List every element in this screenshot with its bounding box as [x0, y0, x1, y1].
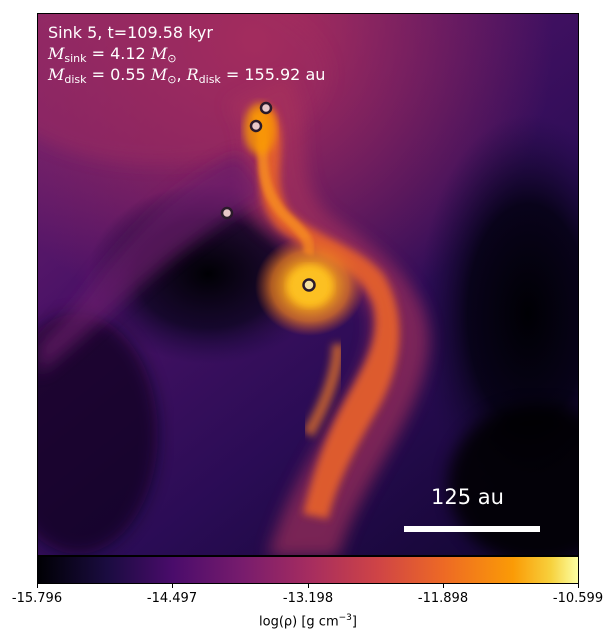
colorbar-tick-label: -10.599	[552, 591, 604, 606]
annotation-time: Sink 5, t=109.58 kyr	[48, 23, 213, 42]
colorbar-tick	[443, 584, 444, 588]
annotation-disk: Mdisk = 0.55 M⊙, Rdisk = 155.92 au	[48, 65, 326, 86]
scale-bar-label: 125 au	[431, 485, 504, 509]
density-map-panel: Sink 5, t=109.58 kyr Msink = 4.12 M⊙ Mdi…	[37, 13, 579, 556]
colorbar-label: log(ρ) [g cm−3]	[259, 613, 357, 630]
colorbar-tick	[172, 584, 173, 588]
companion-sink-marker	[259, 101, 273, 115]
companion-sink-marker	[249, 119, 263, 133]
colorbar-tick	[578, 584, 579, 588]
density-map	[38, 14, 578, 555]
scale-bar	[404, 526, 540, 532]
filament	[253, 109, 400, 519]
annotation-sink-mass: Msink = 4.12 M⊙	[48, 44, 177, 65]
primary-sink-marker	[302, 278, 316, 292]
colorbar-tick	[308, 584, 309, 588]
companion-sink-marker	[220, 206, 234, 220]
colorbar-tick-label: -15.796	[11, 591, 63, 606]
colorbar	[37, 556, 579, 584]
colorbar-tick-label: -11.898	[417, 591, 469, 606]
colorbar-tick	[37, 584, 38, 588]
colorbar-tick-label: -13.198	[282, 591, 334, 606]
colorbar-tick-label: -14.497	[146, 591, 198, 606]
